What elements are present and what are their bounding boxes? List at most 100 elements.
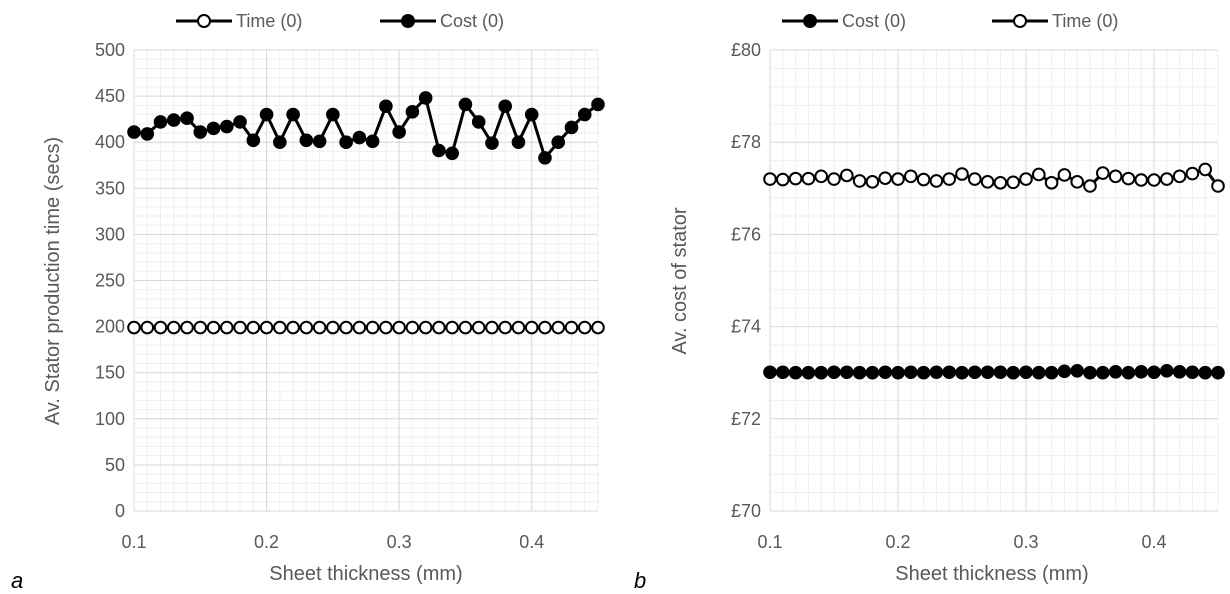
data-point-b-1	[1160, 172, 1174, 186]
data-point-b-1	[968, 172, 982, 186]
data-point-a-1	[392, 125, 406, 139]
x-tick-label-a: 0.2	[254, 532, 279, 552]
data-point-a-0	[259, 320, 274, 335]
data-point-b-0	[1070, 364, 1084, 378]
data-point-a-1	[445, 146, 459, 161]
data-point-b-1	[1211, 179, 1225, 193]
data-point-b-1	[763, 172, 777, 186]
data-point-a-1	[312, 134, 327, 149]
data-point-a-1	[127, 125, 141, 139]
data-point-b-0	[1211, 365, 1225, 380]
data-point-b-0	[1083, 365, 1097, 380]
legend-marker-b-0	[803, 14, 817, 28]
data-point-b-1	[852, 174, 867, 188]
data-point-a-0	[233, 320, 247, 335]
data-point-b-1	[993, 175, 1008, 190]
data-point-a-0	[418, 320, 433, 335]
data-point-b-0	[1096, 365, 1110, 380]
data-point-b-0	[1019, 365, 1033, 380]
series-group-b	[763, 162, 1225, 380]
data-point-a-0	[127, 320, 141, 335]
data-point-b-0	[993, 365, 1008, 380]
data-point-a-0	[312, 320, 327, 335]
y-axis-title-a: Av. Stator production time (secs)	[42, 137, 64, 425]
y-tick-label-b: £76	[731, 224, 761, 244]
data-point-b-0	[776, 365, 790, 380]
data-point-a-1	[326, 107, 340, 122]
data-point-b-1	[1096, 166, 1110, 180]
data-point-a-0	[193, 320, 208, 335]
legend-marker-a-1	[401, 14, 415, 28]
data-point-a-1	[273, 135, 287, 149]
data-point-a-1	[206, 121, 221, 136]
data-point-a-0	[180, 320, 194, 335]
data-point-b-1	[1070, 175, 1084, 189]
data-point-a-1	[538, 151, 552, 165]
data-point-a-1	[365, 134, 380, 149]
data-point-b-0	[801, 365, 816, 380]
data-point-a-1	[233, 115, 247, 129]
x-tick-labels-b: 0.1 0.2 0.3 0.4	[757, 532, 1166, 552]
legend-label-a-0: Time (0)	[236, 11, 302, 31]
y-tick-label-a: 0	[115, 501, 125, 521]
legend-label-b-0: Cost (0)	[842, 11, 906, 31]
data-point-a-0	[432, 320, 446, 335]
data-point-a-1	[485, 136, 499, 150]
data-point-a-0	[445, 320, 459, 335]
data-point-a-0	[511, 320, 526, 335]
data-point-a-0	[246, 320, 261, 335]
y-tick-label-a: 50	[105, 455, 125, 475]
data-point-a-0	[365, 320, 380, 335]
data-point-a-0	[551, 320, 566, 335]
data-point-b-0	[814, 365, 829, 380]
y-tick-label-b: £78	[731, 132, 761, 152]
data-point-a-0	[458, 320, 473, 335]
x-tick-labels-a: 0.1 0.2 0.3 0.4	[121, 532, 544, 552]
y-tick-label-b: £80	[731, 40, 761, 60]
data-point-b-0	[1160, 364, 1174, 378]
data-point-b-1	[827, 172, 841, 186]
data-point-b-0	[852, 365, 867, 380]
data-point-b-0	[904, 365, 918, 380]
data-point-a-0	[524, 320, 539, 335]
data-point-a-0	[326, 320, 340, 335]
data-point-a-1	[220, 119, 234, 134]
data-point-b-1	[1134, 173, 1148, 187]
data-point-a-1	[352, 130, 367, 145]
data-point-b-0	[865, 365, 880, 380]
legend-b: Cost (0) Time (0)	[782, 11, 1118, 31]
data-point-a-1	[591, 97, 605, 112]
data-point-b-0	[1006, 365, 1021, 380]
chart-panel-a: 0 50 100 150 200 250 300 350 400 450 500 0.1 0.2 0.3…	[11, 11, 605, 593]
data-point-b-1	[891, 172, 905, 186]
y-tick-label-b: £74	[731, 317, 761, 337]
data-point-b-1	[788, 171, 803, 186]
data-point-b-1	[801, 171, 816, 186]
data-point-a-1	[259, 107, 274, 122]
data-point-b-1	[1083, 179, 1097, 193]
data-point-b-1	[814, 169, 829, 184]
x-tick-label-a: 0.4	[519, 532, 544, 552]
data-point-a-0	[273, 320, 287, 335]
data-point-b-0	[1057, 364, 1072, 379]
data-point-b-1	[776, 172, 790, 187]
panel-label-b: b	[634, 568, 646, 593]
data-point-b-0	[955, 365, 969, 380]
data-point-b-0	[840, 365, 854, 380]
data-point-b-1	[1185, 166, 1200, 181]
data-point-a-0	[471, 320, 486, 335]
data-point-a-1	[193, 125, 208, 139]
y-tick-label-a: 200	[95, 317, 125, 337]
y-tick-label-a: 450	[95, 86, 125, 106]
y-axis-title-b: Av. cost of stator	[669, 207, 691, 354]
y-tick-label-a: 250	[95, 271, 125, 291]
data-point-b-0	[916, 365, 931, 380]
data-point-b-1	[1121, 171, 1136, 186]
data-point-a-1	[379, 99, 393, 114]
data-point-a-1	[577, 107, 592, 122]
data-point-b-1	[865, 175, 880, 189]
data-point-b-0	[878, 365, 893, 380]
data-point-b-0	[1032, 365, 1046, 380]
data-point-a-1	[246, 133, 261, 148]
